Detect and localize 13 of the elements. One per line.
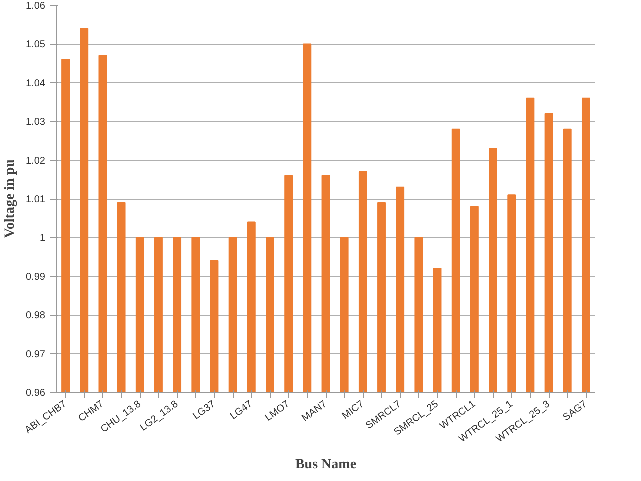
y-tick-label: 1.01 [26,194,46,206]
y-tick-label: 1.03 [26,117,46,128]
y-tick-label: 0.97 [26,349,46,360]
y-tick-label: 1 [40,233,46,244]
x-axis-title: Bus Name [295,458,357,473]
y-tick-label: 0.96 [26,388,46,399]
y-axis-title: Voltage in pu [3,159,18,238]
y-tick-label: 0.99 [26,272,46,283]
y-tick-label: 1.04 [26,78,46,90]
y-tick-label: 1.05 [26,40,46,51]
y-tick-label: 0.98 [26,310,46,322]
y-tick-label: 1.02 [26,156,46,167]
y-tick-label: 1.06 [26,1,46,12]
